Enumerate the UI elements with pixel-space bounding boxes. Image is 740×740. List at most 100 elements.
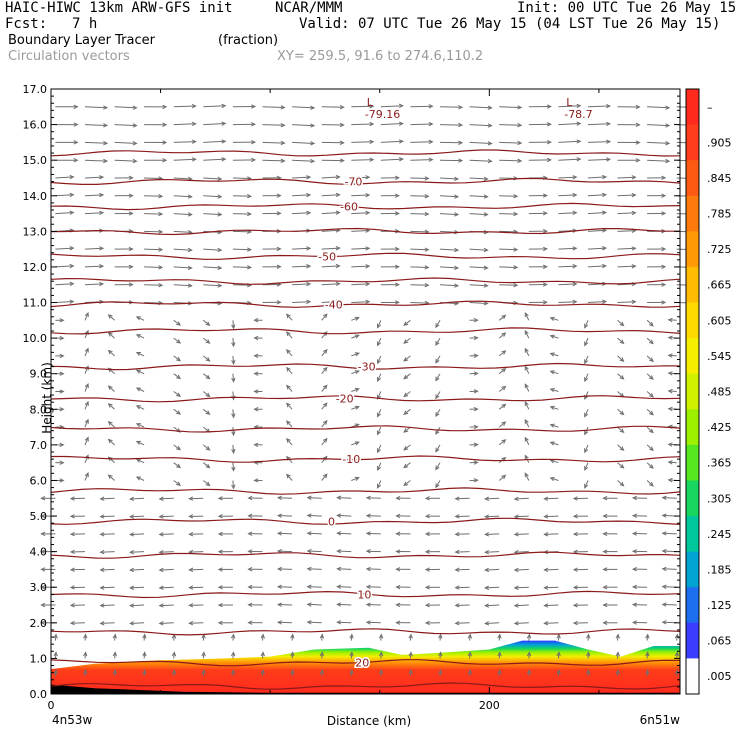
circulation-vector	[321, 473, 328, 481]
circulation-vector	[617, 194, 636, 197]
circulation-vector	[584, 355, 589, 364]
colorbar-label: .125	[707, 599, 732, 612]
circulation-vector	[646, 355, 654, 362]
circulation-vector	[278, 604, 293, 606]
y-tick-label: 15.0	[23, 154, 48, 167]
circulation-vector-head	[135, 405, 141, 410]
circulation-vector-head	[158, 603, 164, 608]
circulation-vector	[351, 265, 370, 268]
circulation-vector	[403, 373, 411, 380]
circulation-vector	[377, 355, 382, 364]
circulation-vector-head	[517, 158, 523, 163]
circulation-vector-head	[667, 477, 673, 483]
circulation-vector	[232, 266, 251, 268]
circulation-vector-head	[69, 549, 75, 555]
circulation-vector	[307, 568, 322, 570]
circulation-vector	[351, 141, 374, 143]
circulation-vector	[173, 480, 181, 486]
colorbar-label: .785	[707, 208, 732, 221]
circulation-vector-head	[319, 669, 325, 675]
circulation-vector	[173, 105, 196, 108]
circulation-vector	[189, 568, 204, 571]
circulation-vector-head	[395, 620, 401, 625]
circulation-vector	[321, 331, 328, 339]
circulation-vector-head	[546, 139, 552, 145]
circulation-vector-head	[339, 122, 345, 128]
circulation-vector-head	[59, 371, 65, 376]
x-axis-label: Distance (km)	[327, 714, 411, 728]
circulation-vector-head	[543, 532, 549, 537]
circulation-vector-head	[378, 669, 384, 675]
circulation-vector	[469, 213, 488, 216]
circulation-vector-head	[221, 157, 227, 162]
circulation-vector	[55, 247, 74, 250]
circulation-vector	[550, 406, 559, 410]
circulation-vector-head	[69, 174, 75, 180]
circulation-vector	[203, 266, 222, 269]
circulation-vector-head	[103, 105, 109, 110]
circulation-vector	[232, 195, 251, 197]
circulation-vector-head	[454, 567, 460, 572]
circulation-vector-head	[586, 633, 591, 639]
circulation-vector	[617, 337, 624, 344]
circulation-vector	[366, 515, 381, 517]
circulation-vector	[262, 106, 285, 108]
circulation-vector	[377, 373, 382, 382]
valid-time: Valid: 07 UTC Tue 26 May 15 (04 LST Tue …	[299, 16, 721, 32]
circulation-vector-head	[513, 265, 519, 270]
circulation-vector-head	[369, 121, 375, 127]
y-tick-label: 6.0	[30, 474, 48, 487]
circulation-vector	[173, 213, 192, 216]
circulation-vector-head	[467, 633, 473, 639]
circulation-vector-head	[454, 265, 460, 270]
circulation-vector	[380, 158, 403, 161]
isotherm-line	[50, 177, 681, 185]
circulation-vector-head	[635, 104, 641, 110]
circulation-vector-head	[543, 585, 549, 590]
circulation-vector	[55, 283, 74, 286]
circulation-vector-head	[354, 334, 360, 339]
circulation-vector-head	[458, 104, 464, 110]
circulation-vector-head	[458, 122, 464, 128]
circulation-vector-head	[549, 316, 555, 321]
circulation-vector-head	[221, 121, 227, 126]
center-label: NCAR/MMM	[275, 0, 343, 16]
colorbar-swatch	[686, 444, 699, 481]
circulation-vector-head	[665, 105, 671, 110]
circulation-vector-head	[487, 158, 493, 164]
circulation-vector-head	[395, 495, 401, 501]
circulation-vector-head	[631, 513, 638, 518]
colorbar-swatch	[686, 195, 699, 232]
circulation-vector-head	[424, 176, 430, 181]
circulation-vector-head	[487, 105, 493, 110]
circulation-vector	[173, 195, 192, 198]
circulation-vector	[587, 301, 606, 303]
circulation-vector-head	[438, 669, 443, 675]
circulation-vector-head	[631, 495, 638, 501]
circulation-vector-head	[542, 211, 548, 216]
circulation-vector	[173, 284, 192, 287]
circulation-vector-head	[602, 585, 608, 590]
circulation-vector	[377, 391, 382, 400]
circulation-vector-head	[395, 549, 401, 554]
circulation-vector	[351, 334, 359, 339]
circulation-vector	[292, 159, 315, 162]
circulation-vector-head	[513, 193, 519, 199]
circulation-vector-head	[306, 513, 312, 518]
circulation-vector	[144, 284, 163, 286]
circulation-vector	[544, 622, 559, 624]
circulation-vector	[173, 177, 192, 180]
circulation-vector-head	[584, 430, 589, 436]
low-marker: L	[367, 96, 374, 109]
circulation-vector	[455, 568, 470, 571]
circulation-vector-head	[322, 384, 328, 390]
circulation-vector	[307, 603, 322, 606]
circulation-vector	[321, 194, 340, 197]
circulation-vector-head	[84, 383, 89, 389]
circulation-vector	[100, 515, 115, 518]
circulation-vector-head	[306, 620, 312, 625]
circulation-vector-head	[354, 476, 360, 481]
circulation-vector-head	[230, 633, 236, 639]
circulation-vector-head	[286, 349, 291, 354]
